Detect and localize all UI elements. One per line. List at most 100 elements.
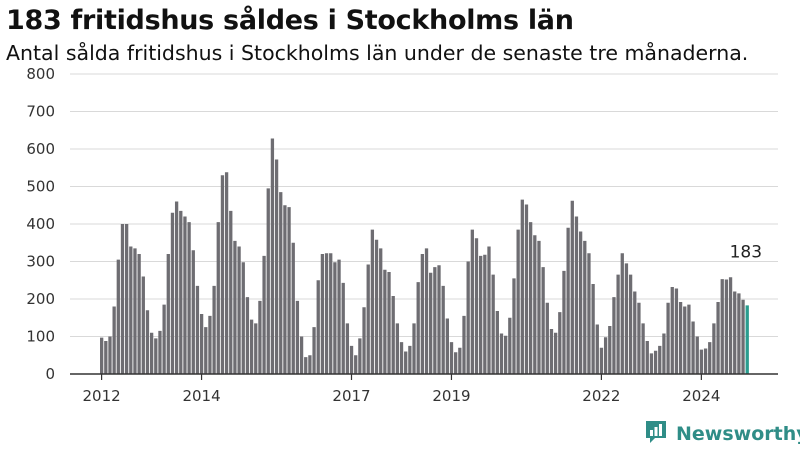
bar <box>578 231 583 374</box>
bar <box>720 279 724 374</box>
bar <box>587 253 591 374</box>
bar <box>399 342 404 374</box>
bar <box>195 285 200 374</box>
bar <box>329 253 333 374</box>
bar <box>474 238 479 374</box>
bar <box>162 304 166 374</box>
y-tick-label: 200 <box>26 290 55 308</box>
bar <box>341 282 345 374</box>
y-tick-label: 300 <box>26 253 55 271</box>
bar <box>670 287 674 374</box>
bar <box>516 229 520 374</box>
bar <box>449 342 454 374</box>
bar <box>241 262 245 374</box>
bar <box>658 345 662 374</box>
bar <box>645 341 649 374</box>
bar <box>262 255 266 374</box>
bar <box>112 306 116 374</box>
bar <box>391 296 395 374</box>
bar <box>154 338 158 374</box>
bar <box>383 269 387 374</box>
bar <box>666 302 670 374</box>
bar <box>545 302 549 374</box>
y-tick-label: 0 <box>45 365 55 383</box>
bar <box>312 327 316 374</box>
bar <box>687 304 691 374</box>
bar <box>574 216 579 374</box>
bar <box>566 227 570 374</box>
bar <box>349 345 354 374</box>
bar <box>141 276 145 374</box>
bar <box>133 248 137 374</box>
bar <box>270 138 275 374</box>
bar <box>441 285 445 374</box>
bar <box>703 348 708 374</box>
bar <box>553 332 558 374</box>
bar <box>166 254 170 374</box>
bar <box>320 254 325 374</box>
bar <box>412 323 416 374</box>
bar <box>366 264 370 374</box>
bar <box>266 188 270 374</box>
bar <box>470 229 474 374</box>
bar <box>466 261 470 374</box>
y-tick-label: 800 <box>26 65 55 83</box>
bar <box>120 224 125 374</box>
bar <box>158 330 162 374</box>
bar <box>437 265 441 374</box>
latest-value-label: 183 <box>730 242 762 262</box>
bar <box>124 224 129 374</box>
bar <box>595 324 599 374</box>
bar <box>304 357 308 374</box>
bar <box>416 282 420 374</box>
x-tick-label: 2022 <box>582 387 620 405</box>
bar <box>187 222 191 374</box>
bar <box>649 353 654 374</box>
bar <box>479 255 483 374</box>
bar <box>199 314 204 374</box>
bar <box>220 175 225 374</box>
bar <box>295 300 300 374</box>
bar <box>279 192 283 374</box>
bar <box>324 253 329 374</box>
newsworthy-logo: Newsworthy <box>644 419 800 449</box>
bar <box>149 332 154 374</box>
bar <box>170 212 175 374</box>
bar <box>533 235 537 374</box>
bar <box>129 246 133 374</box>
bar <box>283 205 287 374</box>
bar <box>249 319 254 374</box>
bar <box>724 279 729 374</box>
bar <box>354 355 358 374</box>
bar <box>291 242 295 374</box>
bar <box>108 336 112 374</box>
bar <box>224 172 229 374</box>
x-tick-label: 2017 <box>332 387 370 405</box>
bar <box>229 210 233 374</box>
bar <box>712 323 716 374</box>
bar <box>237 246 241 374</box>
bar <box>562 270 566 374</box>
bar <box>495 311 499 374</box>
bar <box>208 315 212 374</box>
bar <box>333 262 337 374</box>
bar <box>483 254 487 374</box>
bar <box>508 317 512 374</box>
bar <box>678 302 683 374</box>
newsworthy-icon <box>644 419 668 449</box>
bar <box>254 323 258 374</box>
bar <box>287 207 291 374</box>
bar <box>362 307 366 374</box>
bar <box>620 253 624 374</box>
bar <box>570 200 574 374</box>
y-tick-label: 500 <box>26 178 55 196</box>
x-tick: 2017 <box>332 374 371 405</box>
bar <box>591 284 595 374</box>
bar <box>370 229 375 374</box>
bar <box>624 263 629 374</box>
bar <box>183 216 187 374</box>
bar <box>445 318 449 374</box>
x-tick: 2024 <box>682 374 720 405</box>
bar <box>424 248 429 374</box>
bar <box>737 293 741 374</box>
